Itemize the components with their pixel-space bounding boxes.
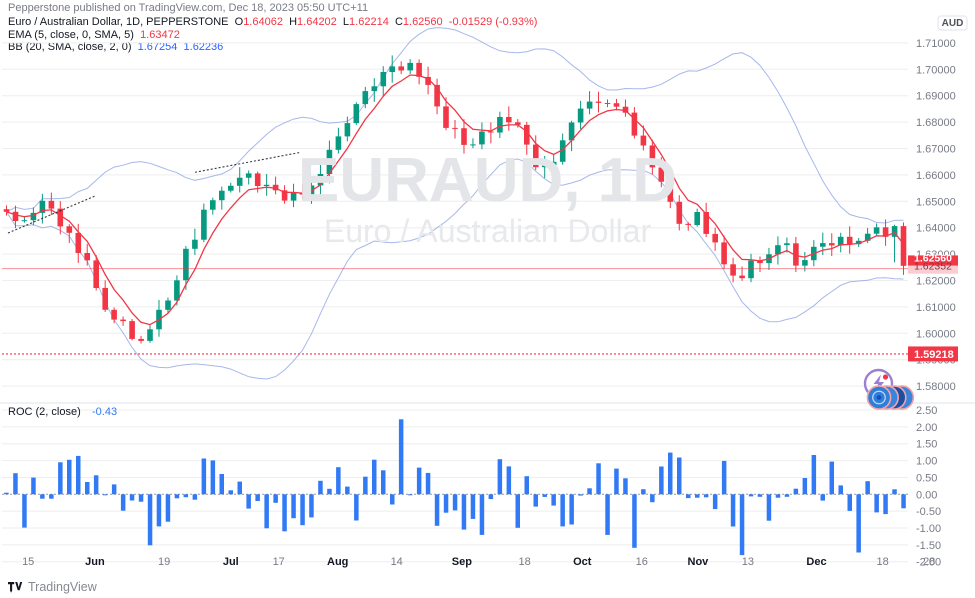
svg-text:1.62000: 1.62000	[916, 276, 956, 288]
svg-text:-1.00: -1.00	[916, 523, 941, 535]
svg-text:ROC (2, close): ROC (2, close)	[8, 406, 81, 418]
svg-text:Nov: Nov	[688, 556, 710, 568]
svg-text:Jun: Jun	[85, 556, 105, 568]
svg-text:AUD: AUD	[942, 18, 964, 29]
svg-text:0.50: 0.50	[916, 472, 937, 484]
svg-text:18: 18	[876, 556, 888, 568]
svg-text:Dec: Dec	[806, 556, 826, 568]
svg-text:1.69000: 1.69000	[916, 91, 956, 103]
svg-text:-1.50: -1.50	[916, 540, 941, 552]
svg-text:28: 28	[923, 556, 935, 568]
svg-text:13: 13	[742, 556, 754, 568]
svg-text:1.70000: 1.70000	[916, 64, 956, 76]
svg-text:1.00: 1.00	[916, 456, 937, 468]
svg-text:-0.43: -0.43	[92, 406, 117, 418]
svg-text:0.00: 0.00	[916, 489, 937, 501]
svg-text:2.50: 2.50	[916, 405, 937, 417]
svg-text:-0.50: -0.50	[916, 506, 941, 518]
svg-text:1.68000: 1.68000	[916, 117, 956, 129]
svg-text:14: 14	[391, 556, 403, 568]
svg-text:1.71000: 1.71000	[916, 38, 956, 50]
svg-text:1.58000: 1.58000	[916, 381, 956, 393]
svg-text:Sep: Sep	[452, 556, 472, 568]
svg-text:1.60000: 1.60000	[916, 328, 956, 340]
svg-text:1.50: 1.50	[916, 439, 937, 451]
svg-text:19: 19	[158, 556, 170, 568]
svg-text:1.61000: 1.61000	[916, 302, 956, 314]
svg-text:Jul: Jul	[223, 556, 239, 568]
svg-text:Oct: Oct	[573, 556, 592, 568]
svg-text:1.59218: 1.59218	[914, 349, 954, 361]
svg-text:2.00: 2.00	[916, 422, 937, 434]
svg-text:16: 16	[636, 556, 648, 568]
svg-text:17: 17	[273, 556, 285, 568]
svg-text:Aug: Aug	[327, 556, 348, 568]
svg-text:1.62352: 1.62352	[914, 261, 952, 273]
svg-text:15: 15	[22, 556, 34, 568]
svg-text:18: 18	[518, 556, 530, 568]
